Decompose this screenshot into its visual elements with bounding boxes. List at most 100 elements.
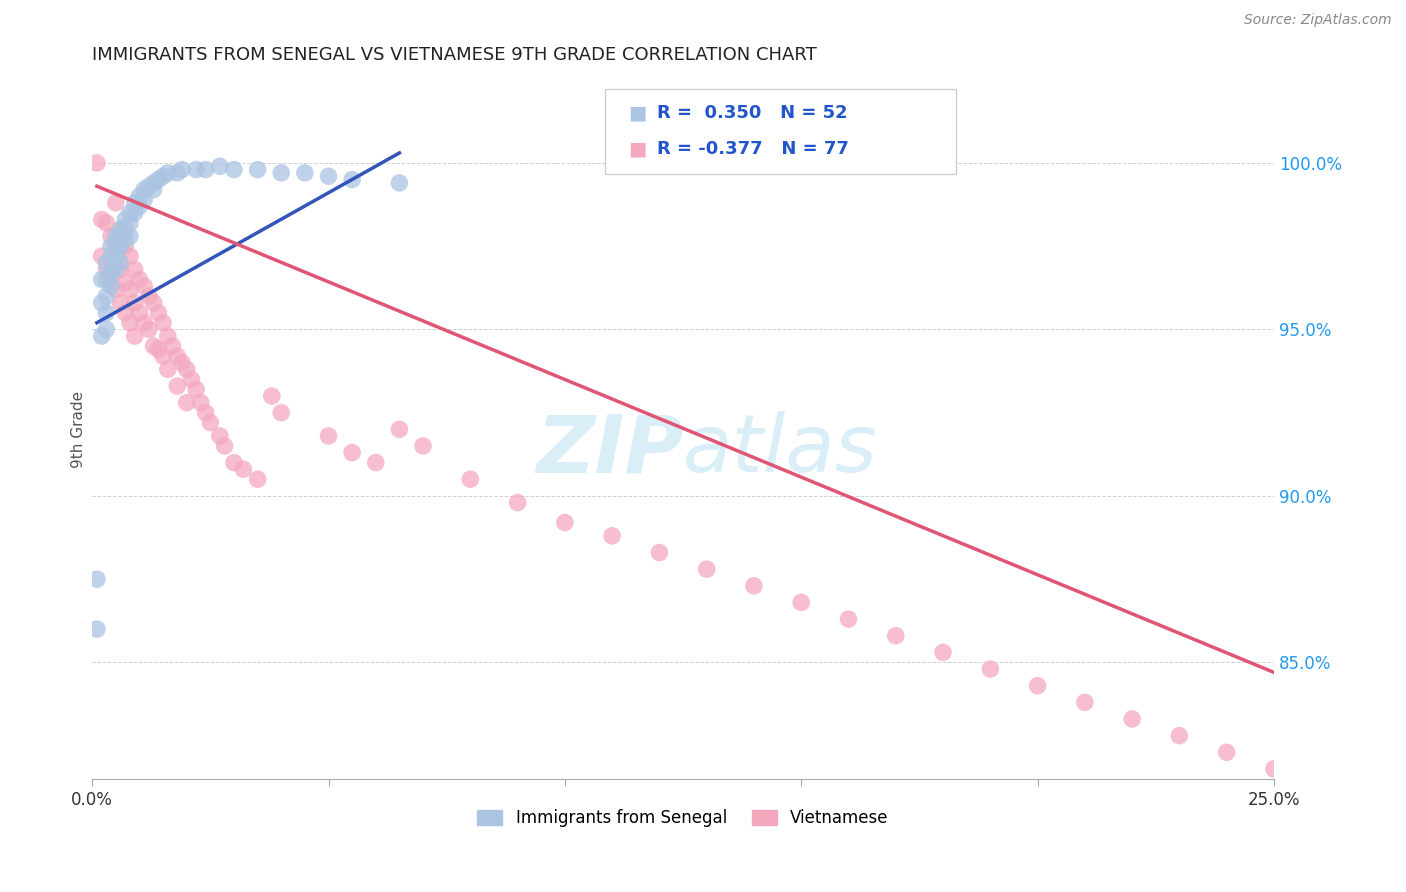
Point	[90, 329, 112, 343]
Point	[100, 239, 122, 253]
Point	[180, 372, 202, 386]
Text: Source: ZipAtlas.com: Source: ZipAtlas.com	[1244, 13, 1392, 28]
Point	[222, 162, 245, 177]
Point	[86, 572, 108, 586]
Text: ■: ■	[628, 139, 647, 159]
Point	[340, 445, 363, 459]
Point	[200, 416, 222, 430]
Point	[208, 159, 231, 173]
Point	[118, 249, 141, 263]
Point	[128, 306, 150, 320]
Point	[104, 282, 127, 296]
Point	[124, 329, 146, 343]
Point	[128, 189, 150, 203]
Point	[1026, 679, 1049, 693]
Point	[138, 322, 160, 336]
Point	[388, 422, 411, 436]
Point	[100, 249, 122, 263]
Point	[96, 216, 118, 230]
Point	[110, 222, 132, 236]
Point	[104, 239, 127, 253]
Point	[194, 406, 217, 420]
Point	[90, 212, 112, 227]
Point	[1263, 762, 1285, 776]
Text: IMMIGRANTS FROM SENEGAL VS VIETNAMESE 9TH GRADE CORRELATION CHART: IMMIGRANTS FROM SENEGAL VS VIETNAMESE 9T…	[93, 46, 817, 64]
Point	[100, 269, 122, 284]
Point	[100, 229, 122, 244]
Point	[156, 166, 179, 180]
Point	[1215, 745, 1237, 759]
Point	[260, 389, 283, 403]
Point	[110, 256, 132, 270]
Point	[156, 329, 179, 343]
Point	[118, 282, 141, 296]
Point	[142, 339, 165, 353]
Point	[86, 622, 108, 636]
Point	[138, 179, 160, 194]
Point	[554, 516, 576, 530]
Point	[1074, 695, 1097, 709]
Point	[134, 193, 156, 207]
Point	[134, 316, 156, 330]
Point	[138, 289, 160, 303]
Point	[104, 262, 127, 277]
Point	[270, 166, 292, 180]
Point	[412, 439, 434, 453]
Point	[100, 266, 122, 280]
Text: ■: ■	[628, 103, 647, 123]
Point	[124, 262, 146, 277]
Point	[270, 406, 292, 420]
Point	[152, 316, 174, 330]
Point	[86, 156, 108, 170]
Text: atlas: atlas	[683, 411, 877, 490]
Point	[96, 256, 118, 270]
Point	[932, 645, 955, 659]
Point	[96, 306, 118, 320]
Point	[186, 382, 208, 396]
Point	[884, 629, 907, 643]
Point	[364, 456, 387, 470]
Point	[166, 166, 188, 180]
Point	[104, 239, 127, 253]
Point	[114, 232, 136, 246]
Point	[96, 289, 118, 303]
Point	[142, 182, 165, 196]
Text: R = -0.377   N = 77: R = -0.377 N = 77	[657, 140, 848, 158]
Point	[232, 462, 254, 476]
Y-axis label: 9th Grade: 9th Grade	[72, 391, 87, 467]
Point	[114, 306, 136, 320]
Point	[294, 166, 316, 180]
Point	[152, 349, 174, 363]
Point	[110, 262, 132, 277]
Point	[222, 456, 245, 470]
Point	[124, 195, 146, 210]
Point	[118, 229, 141, 244]
Point	[318, 169, 340, 184]
Point	[979, 662, 1001, 676]
Point	[1121, 712, 1143, 726]
Point	[110, 239, 132, 253]
Point	[128, 199, 150, 213]
Point	[114, 222, 136, 236]
Point	[318, 429, 340, 443]
Point	[104, 229, 127, 244]
Point	[114, 239, 136, 253]
Point	[118, 206, 141, 220]
Point	[186, 162, 208, 177]
Point	[142, 176, 165, 190]
Point	[506, 495, 529, 509]
Point	[100, 279, 122, 293]
Point	[152, 169, 174, 184]
Point	[96, 272, 118, 286]
Point	[114, 276, 136, 290]
Point	[96, 322, 118, 336]
Point	[600, 529, 623, 543]
Point	[110, 222, 132, 236]
Point	[176, 395, 198, 409]
Point	[162, 339, 184, 353]
Point	[214, 439, 236, 453]
Point	[134, 182, 156, 196]
Point	[170, 162, 193, 177]
Legend: Immigrants from Senegal, Vietnamese: Immigrants from Senegal, Vietnamese	[471, 802, 896, 833]
Point	[696, 562, 718, 576]
